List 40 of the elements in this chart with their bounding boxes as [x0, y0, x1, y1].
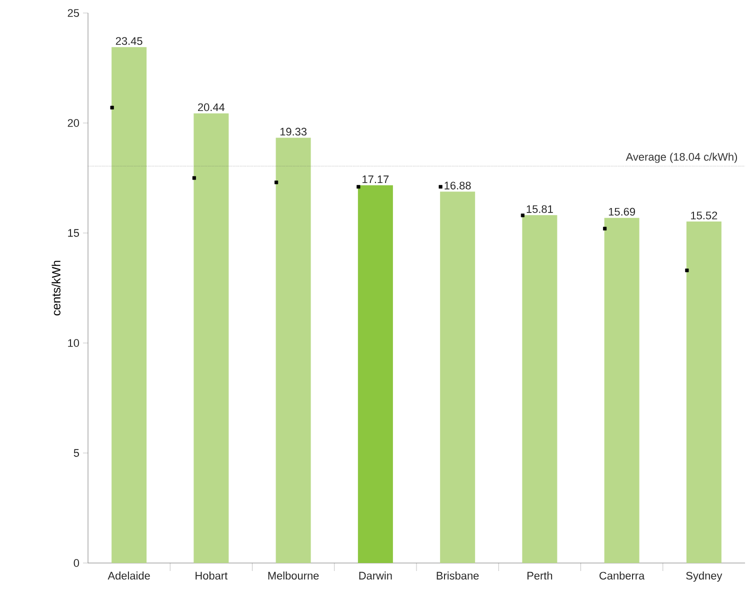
- bar: [112, 47, 147, 563]
- y-tick-label: 10: [68, 339, 80, 347]
- point: [520, 214, 524, 218]
- y-tick-label: 0: [74, 559, 80, 567]
- x-tick-label: Adelaide: [108, 572, 150, 580]
- data-label: 23.45: [116, 37, 142, 45]
- data-label: 17.17: [362, 176, 389, 184]
- bar: [440, 192, 476, 563]
- point: [438, 185, 442, 189]
- y-tick-label: 20: [68, 119, 80, 127]
- point: [274, 180, 278, 184]
- bar: [276, 138, 311, 563]
- data-label: 15.81: [526, 205, 553, 213]
- bar: [522, 215, 558, 563]
- y-tick-label: 15: [68, 229, 80, 237]
- data-label: 19.33: [280, 128, 307, 136]
- data-label: 16.88: [444, 182, 471, 190]
- x-tick-label: Perth: [528, 572, 552, 580]
- y-axis-title: cents/kWh: [52, 260, 60, 316]
- x-tick-label: Darwin: [359, 572, 392, 580]
- x-tick-label: Canberra: [600, 572, 645, 580]
- point: [356, 185, 360, 189]
- point: [110, 106, 114, 110]
- data-label: 15.52: [691, 212, 718, 220]
- bar: [194, 113, 229, 563]
- x-tick-label: Melbourne: [268, 572, 319, 580]
- x-tick-label: Sydney: [686, 572, 722, 582]
- y-tick-label: 25: [68, 9, 80, 17]
- x-tick-label: Hobart: [196, 572, 228, 580]
- ref-line-label: Average (18.04 c/kWh): [626, 152, 737, 163]
- x-tick-label: Brisbane: [436, 572, 479, 580]
- bar: [604, 218, 640, 563]
- point: [685, 268, 689, 272]
- bar: [358, 185, 393, 563]
- data-label: 15.69: [608, 208, 636, 216]
- bar: [686, 222, 722, 563]
- point: [192, 176, 196, 180]
- y-tick-label: 5: [74, 449, 80, 457]
- point: [603, 226, 607, 230]
- data-label: 20.44: [198, 103, 225, 112]
